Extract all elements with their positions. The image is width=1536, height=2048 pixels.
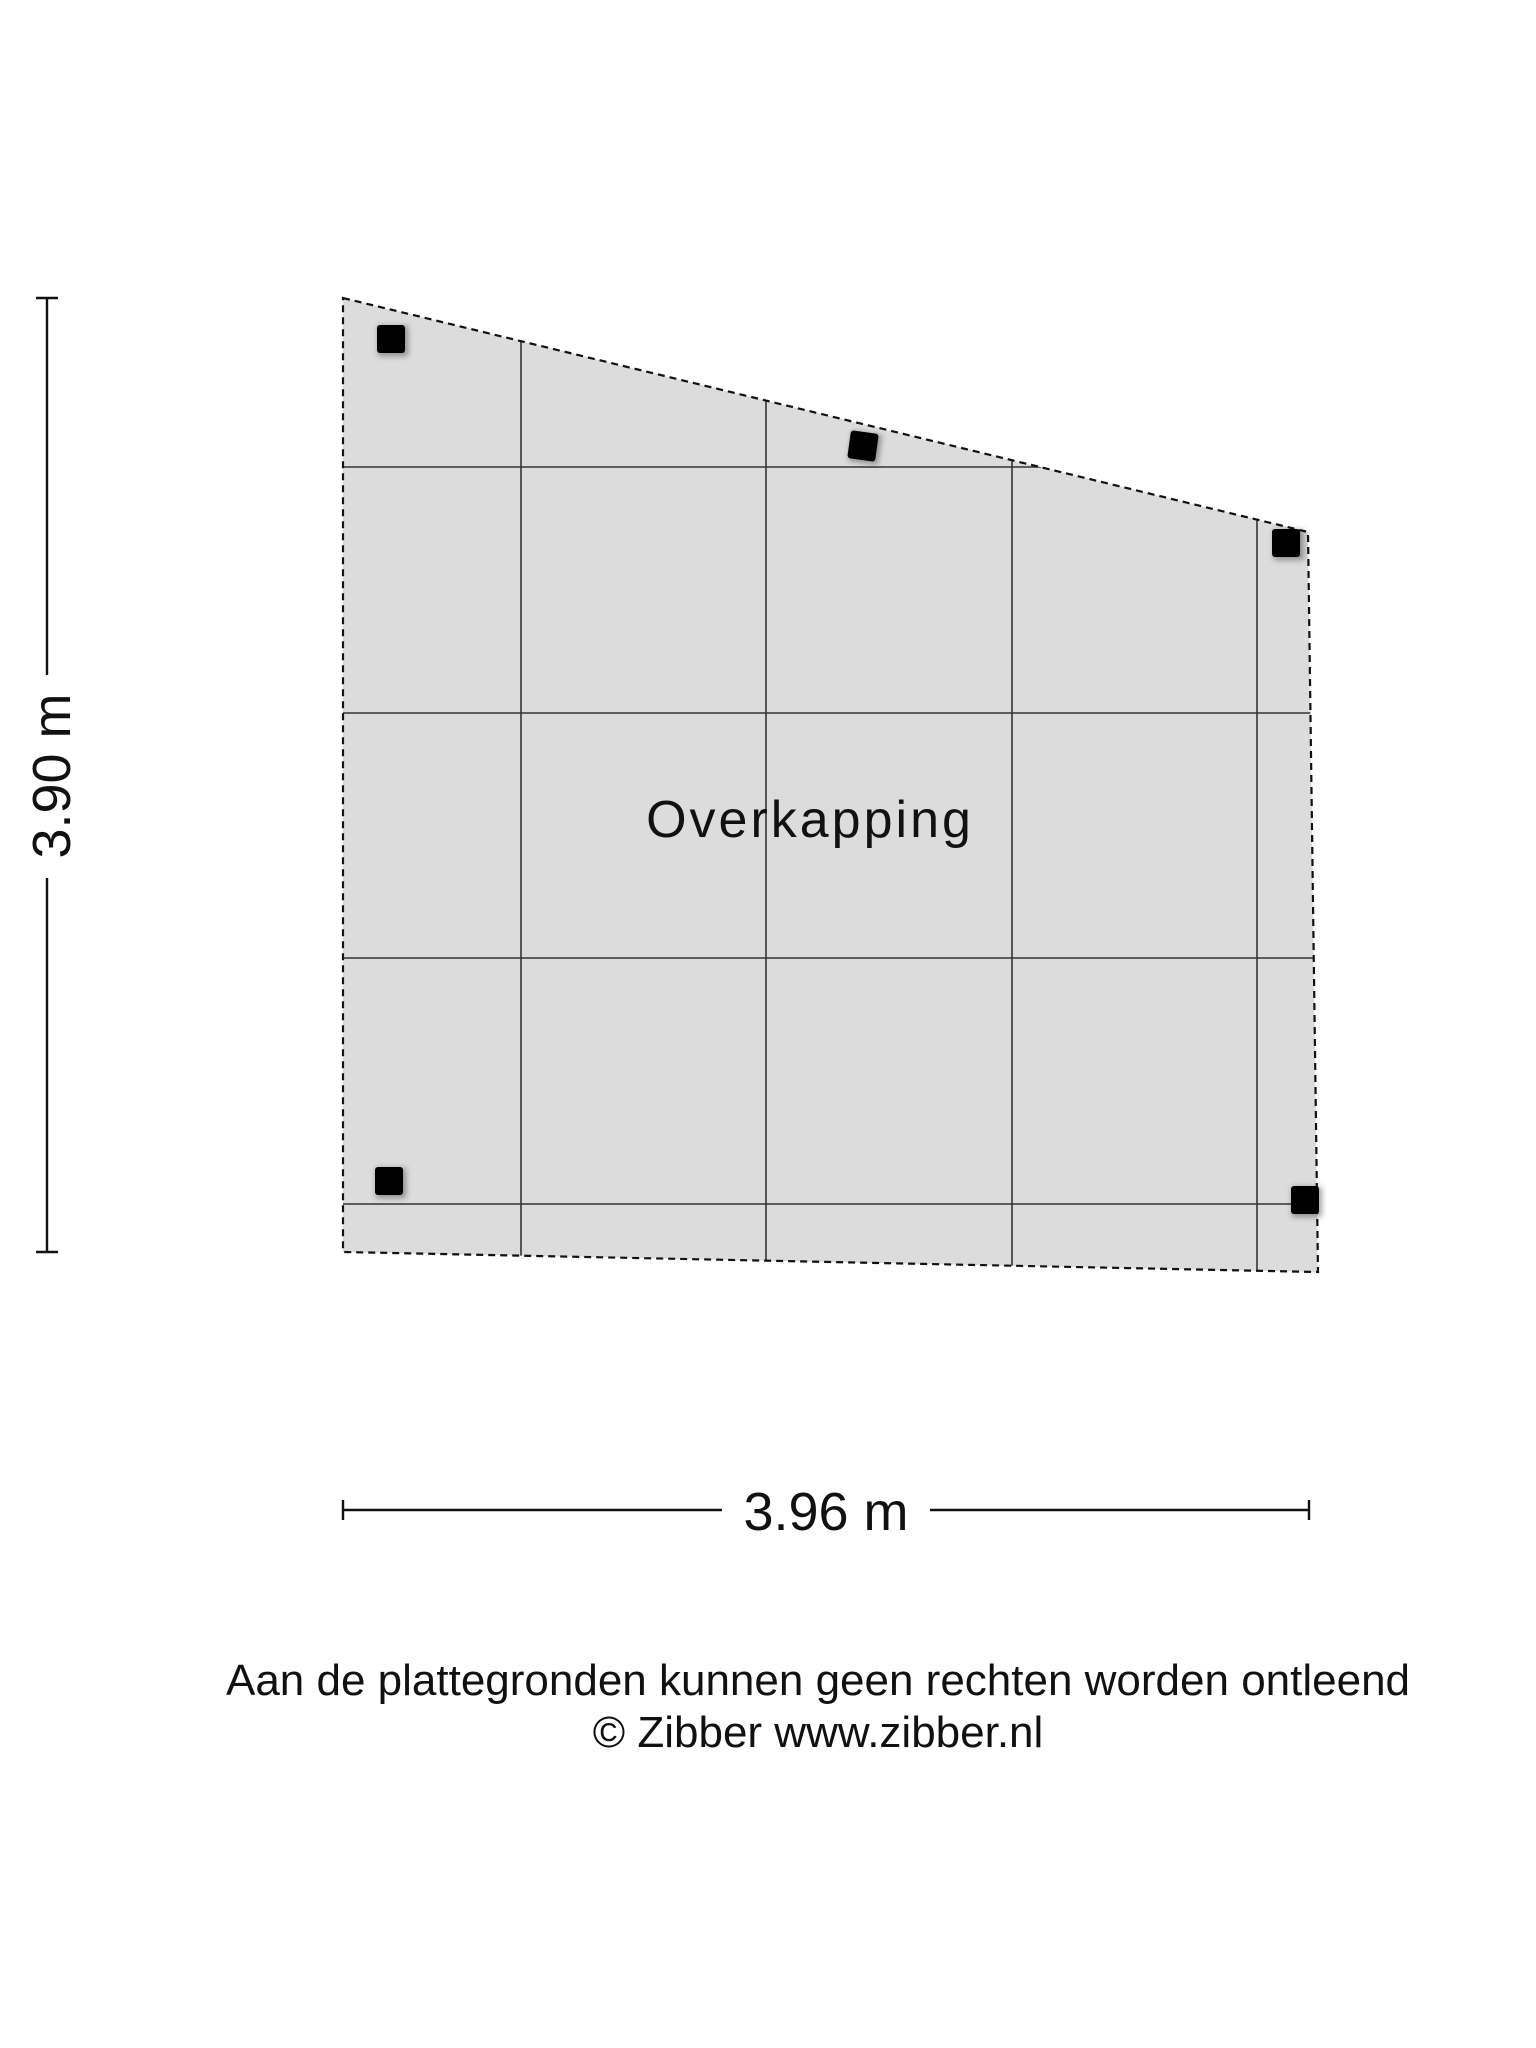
post-top-left [377,325,408,356]
post-top-right [1272,529,1304,560]
post-top-middle [847,430,882,465]
support-posts [375,325,1322,1217]
roof-grid [343,298,1318,1272]
post-bottom-left [375,1167,406,1198]
room-label: Overkapping [646,791,974,849]
width-dimension [341,1500,1311,1520]
footer-copyright: © Zibber www.zibber.nl [592,1708,1044,1757]
footer-disclaimer: Aan de plattegronden kunnen geen rechten… [225,1656,1411,1705]
width-dimension-label: 3.96 m [743,1482,908,1542]
room-area-overkapping [343,298,1318,1272]
height-dimension [36,296,58,1254]
post-bottom-right [1291,1186,1322,1217]
room-outline [341,296,1320,1274]
height-dimension-label: 3.90 m [22,693,82,858]
